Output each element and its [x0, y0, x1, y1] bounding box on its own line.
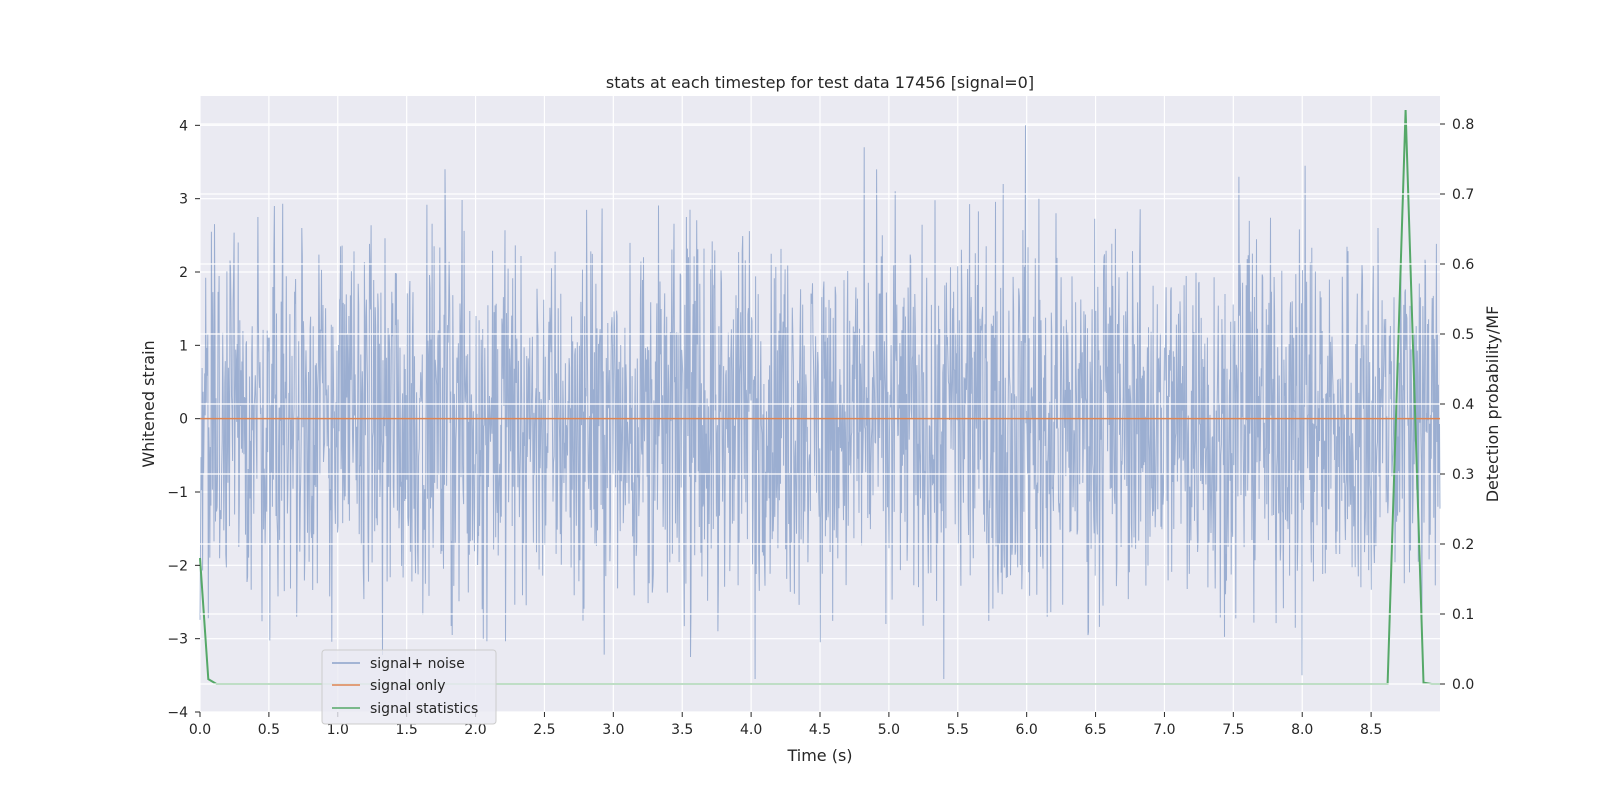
- series-signal-noise-line: [199, 125, 1441, 680]
- x-tick-label: 0.0: [189, 722, 211, 738]
- x-tick-label: 6.0: [1016, 722, 1038, 738]
- y-tick-label: 4: [179, 118, 188, 134]
- y-tick-label: −4: [167, 705, 188, 721]
- y-tick-label: −3: [167, 632, 188, 648]
- x-tick-label: 1.0: [327, 722, 349, 738]
- y-tick-label: 2: [179, 265, 188, 281]
- y-tick-label: −2: [167, 558, 188, 574]
- x-tick-label: 2.5: [533, 722, 555, 738]
- y-axis-label: Whitened strain: [139, 340, 158, 467]
- y2-tick-label: 0.4: [1452, 397, 1474, 413]
- legend-label-signal-statistics: signal statistics: [370, 701, 478, 717]
- y2-tick-label: 0.3: [1452, 467, 1474, 483]
- y2-axis: 0.8 0.7 0.6 0.5 0.4 0.3 0.2 0.1 0.0: [1440, 117, 1474, 693]
- x-tick-label: 3.0: [602, 722, 624, 738]
- y-tick-label: −1: [167, 485, 188, 501]
- chart-title: stats at each timestep for test data 174…: [606, 73, 1034, 92]
- x-tick-label: 5.5: [947, 722, 969, 738]
- y2-tick-label: 0.8: [1452, 117, 1474, 133]
- x-axis: 0.0 0.5 1.0 1.5 2.0 2.5 3.0 3.5 4.0 4.5 5.0 5.5 6.0 6…: [189, 712, 1382, 738]
- right-axis-grid: [200, 123, 1440, 685]
- x-tick-label: 5.0: [878, 722, 900, 738]
- legend: signal+ noise signal only signal statist…: [321, 649, 497, 725]
- x-tick-label: 4.0: [740, 722, 762, 738]
- y2-tick-label: 0.6: [1452, 257, 1474, 273]
- y-axis: 4 3 2 1 0 −1 −2 −3 −4: [167, 118, 200, 721]
- x-tick-label: 4.5: [809, 722, 831, 738]
- y2-tick-label: 0.7: [1452, 187, 1474, 203]
- x-tick-label: 7.0: [1153, 722, 1175, 738]
- legend-label-signal-only: signal only: [370, 678, 445, 694]
- y-tick-label: 3: [179, 192, 188, 208]
- legend-label-signal-noise: signal+ noise: [370, 656, 465, 672]
- x-axis-label: Time (s): [786, 746, 852, 765]
- y2-tick-label: 0.5: [1452, 327, 1474, 343]
- y-tick-label: 1: [179, 338, 188, 354]
- x-tick-label: 7.5: [1222, 722, 1244, 738]
- legend-box: [321, 649, 497, 725]
- x-tick-label: 6.5: [1084, 722, 1106, 738]
- y2-tick-label: 0.1: [1452, 607, 1474, 623]
- y2-axis-label: Detection probability/MF: [1483, 306, 1502, 503]
- x-tick-label: 0.5: [258, 722, 280, 738]
- y-tick-label: 0: [179, 412, 188, 428]
- x-tick-label: 8.5: [1360, 722, 1382, 738]
- x-tick-label: 1.5: [396, 722, 418, 738]
- y2-tick-label: 0.0: [1452, 677, 1474, 693]
- y2-tick-label: 0.2: [1452, 537, 1474, 553]
- x-tick-label: 3.5: [671, 722, 693, 738]
- x-tick-label: 8.0: [1291, 722, 1313, 738]
- x-tick-label: 2.0: [464, 722, 486, 738]
